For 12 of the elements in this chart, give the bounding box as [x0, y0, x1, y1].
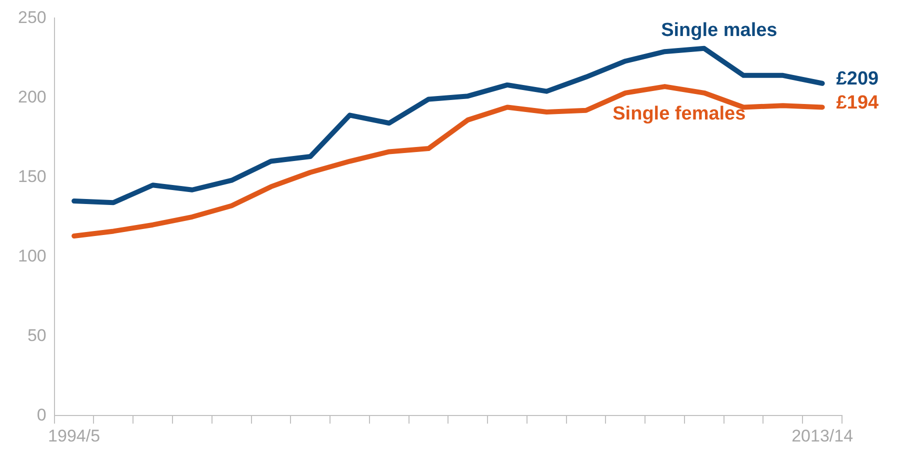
y-tick-label: 0 — [36, 405, 46, 424]
x-tick-label: 1994/5 — [48, 426, 100, 446]
y-tick-label: 150 — [18, 166, 46, 186]
data-label: £209 — [836, 68, 879, 90]
y-tick-label: 250 — [18, 8, 46, 27]
data-label: £194 — [836, 92, 880, 114]
y-tick-label: 50 — [27, 326, 46, 345]
x-tick-label: 2013/14 — [792, 426, 854, 446]
series-label: Single males — [661, 20, 778, 42]
y-tick-label: 200 — [18, 87, 46, 106]
series-label: Single females — [612, 104, 746, 125]
y-tick-label: 100 — [18, 246, 46, 266]
